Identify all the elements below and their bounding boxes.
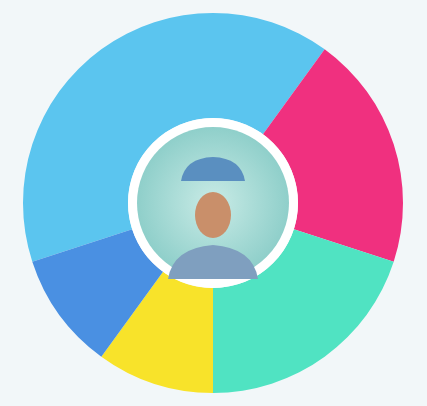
figure-head bbox=[195, 192, 231, 238]
figure-body bbox=[168, 245, 258, 279]
figure-cap bbox=[181, 157, 245, 181]
donut bbox=[23, 13, 403, 393]
chart-svg bbox=[0, 0, 427, 406]
center-ring bbox=[128, 118, 298, 288]
center-photo bbox=[137, 127, 289, 279]
